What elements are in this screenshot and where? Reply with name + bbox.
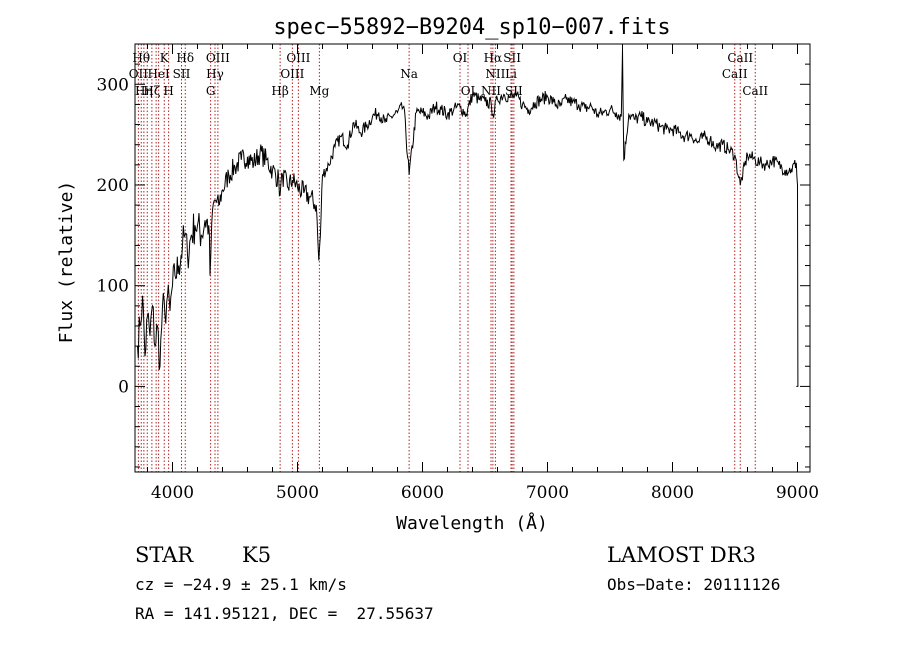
x-tick-label: 6000	[401, 483, 444, 503]
x-tick-label: 4000	[151, 483, 194, 503]
x-axis-label: Wavelength (Å)	[396, 512, 548, 534]
y-tick-label: 0	[118, 377, 129, 397]
line-label: Na	[400, 67, 418, 81]
observation-date: Obs−Date: 20111126	[607, 575, 780, 594]
line-label: NII	[485, 67, 505, 81]
chart-title: spec−55892−B9204_sp10−007.fits	[273, 15, 670, 40]
y-tick-label: 300	[97, 75, 129, 95]
line-label: Mg	[309, 84, 329, 98]
coordinates-readout: RA = 141.95121, DEC = 27.55637	[135, 604, 434, 623]
line-label: H	[163, 84, 173, 98]
line-label: HeI	[147, 67, 170, 81]
line-label: OII	[129, 67, 149, 81]
line-label: Hγ	[206, 67, 224, 81]
line-label: Hθ	[132, 51, 150, 65]
redshift-readout: cz = −24.9 ± 25.1 km/s	[135, 575, 347, 594]
series-layer	[137, 48, 799, 387]
line-label: Hζ	[143, 84, 160, 98]
line-label: Hδ	[176, 51, 194, 65]
line-label: OI	[461, 84, 476, 98]
y-tick-label: 200	[97, 176, 129, 196]
spectral-line-markers	[137, 44, 756, 472]
y-tick-label: 100	[97, 277, 129, 297]
line-label: OIII	[280, 67, 304, 81]
x-tick-label: 9000	[776, 483, 819, 503]
object-class: STAR	[135, 543, 194, 567]
line-label: Hβ	[271, 84, 288, 98]
line-label: CaII	[727, 51, 753, 65]
axes: 4000 5000 6000 7000 8000 9000 0 100 200 300	[97, 43, 819, 503]
line-label: CaII	[742, 84, 768, 98]
line-label: Hα	[484, 51, 503, 65]
x-tick-label: 8000	[651, 483, 694, 503]
line-label: Hη	[135, 84, 153, 98]
line-label: K	[160, 51, 170, 65]
line-label: OI	[453, 51, 468, 65]
x-tick-label: 5000	[276, 483, 319, 503]
x-tick-label: 7000	[526, 483, 569, 503]
line-label: SII	[503, 51, 521, 65]
plot-frame	[134, 43, 811, 473]
line-label: G	[206, 84, 216, 98]
y-axis-label: Flux (relative)	[56, 181, 77, 344]
survey-name: LAMOST DR3	[607, 543, 756, 567]
spectral-line-labels: OIIHθHηHζHeIKHSIIHδGHγOIIIHβOIIIOIIIMgNa…	[129, 51, 769, 98]
line-label: SII	[173, 67, 191, 81]
object-subclass: K5	[242, 543, 271, 567]
flux-series-line	[137, 48, 799, 387]
line-label: OIII	[206, 51, 230, 65]
line-label: Li	[505, 67, 517, 81]
line-label: CaII	[722, 67, 748, 81]
line-label: NII	[481, 84, 501, 98]
line-label: OIII	[286, 51, 310, 65]
